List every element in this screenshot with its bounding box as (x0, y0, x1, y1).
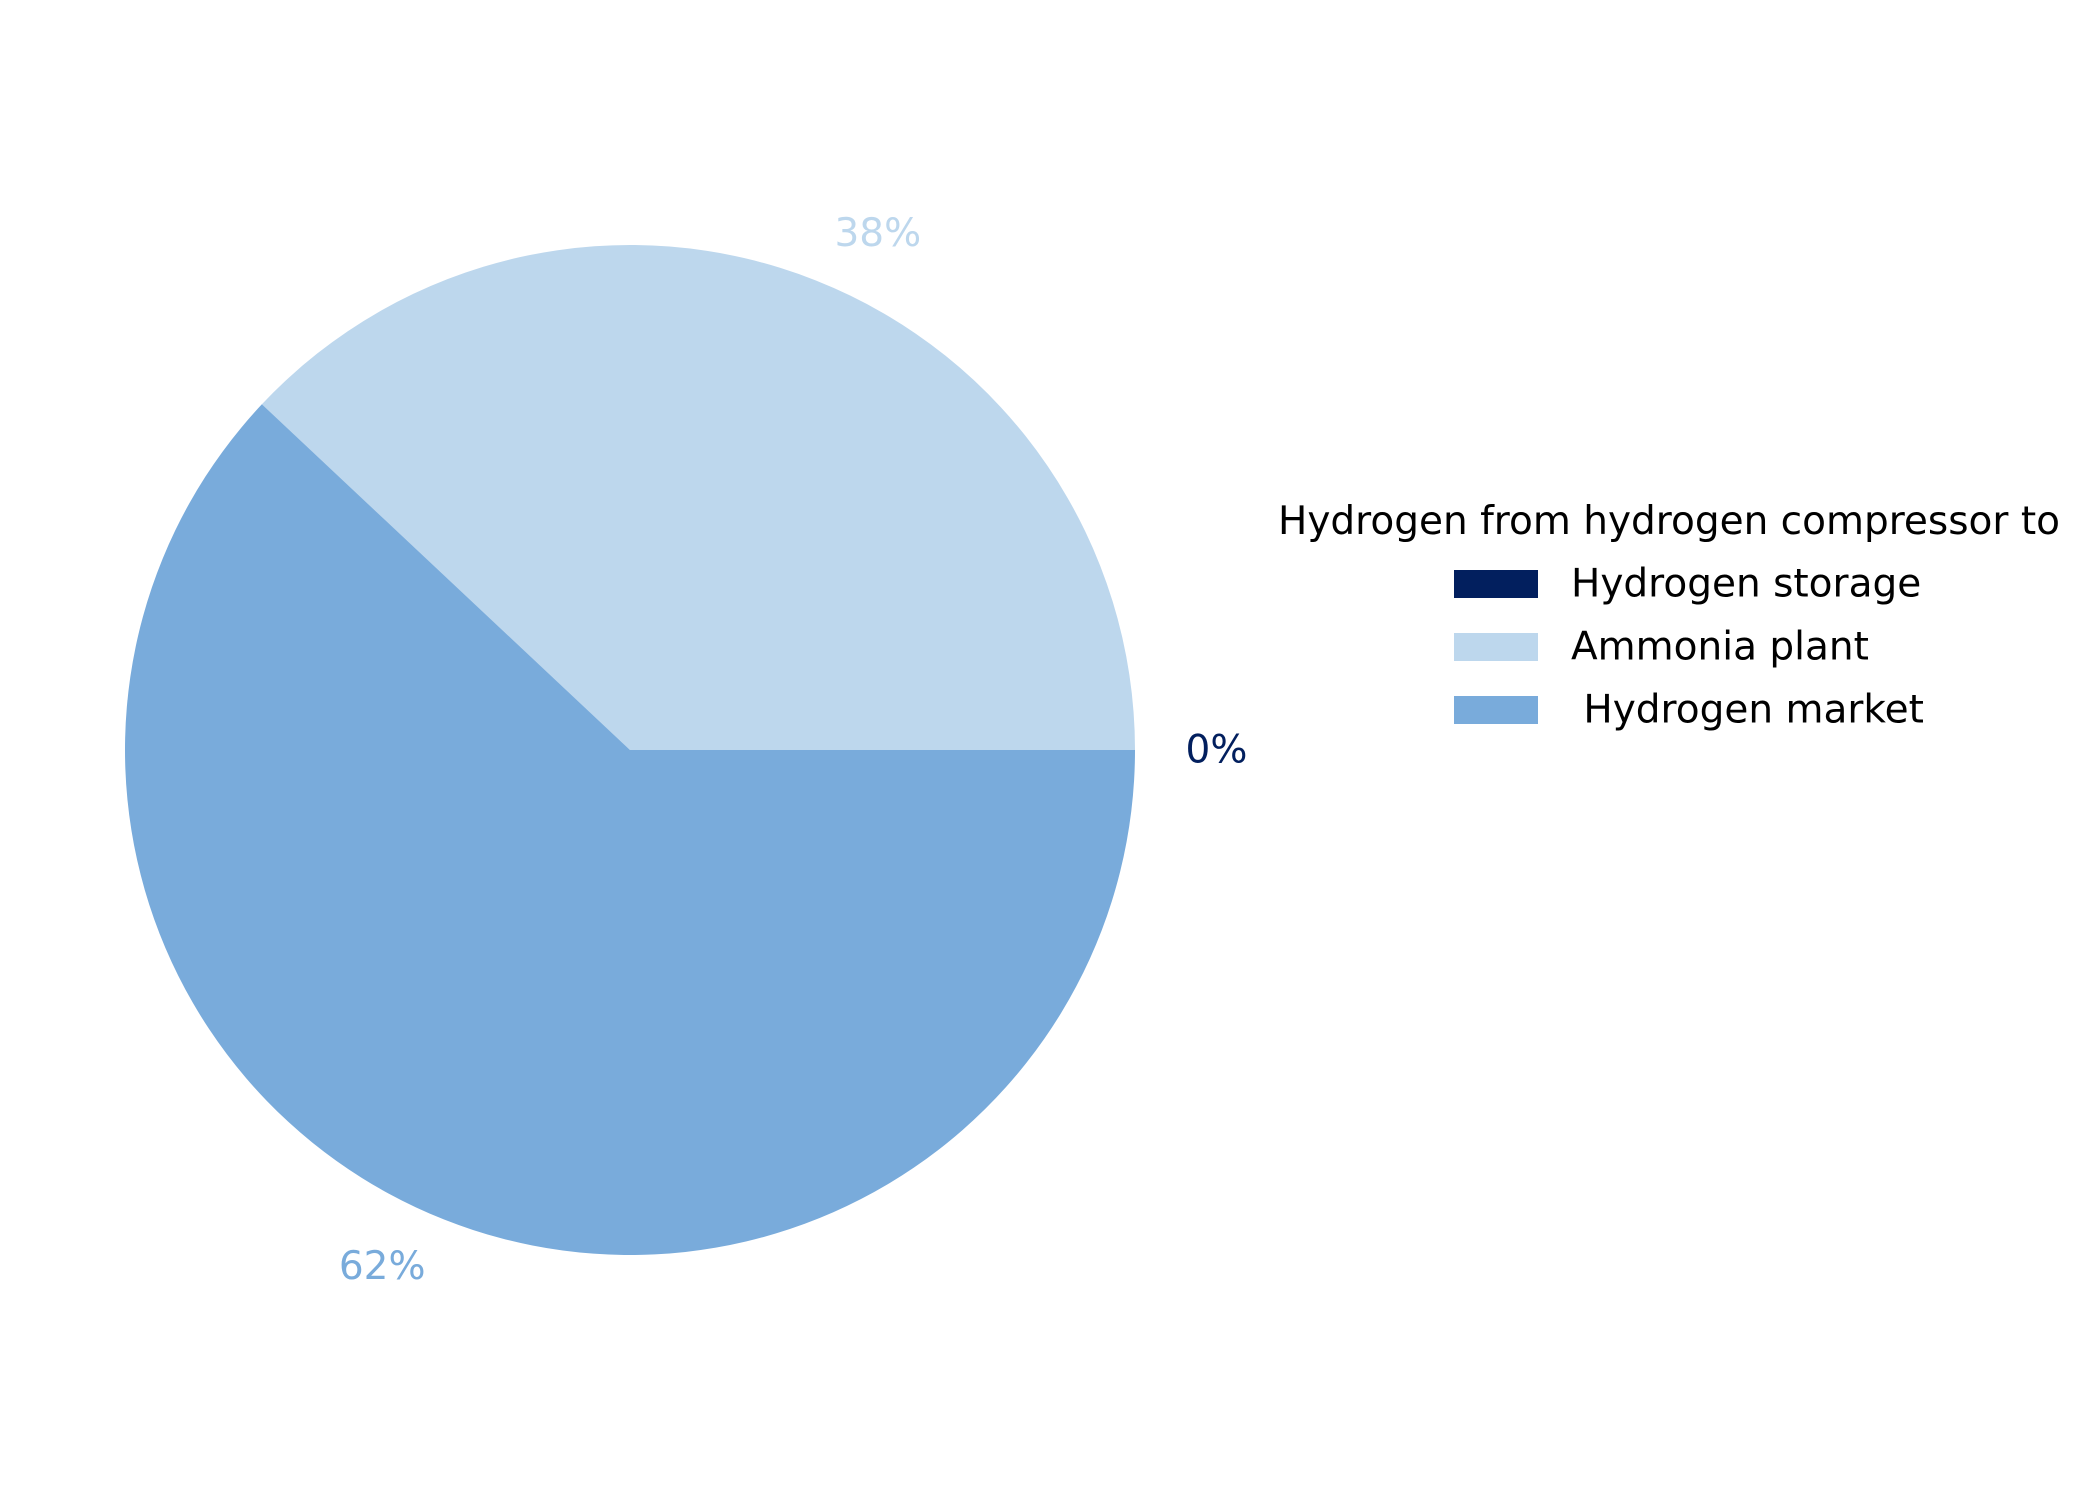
pie-percent-labels: 0% 38% 62% (339, 211, 1248, 1289)
legend-title: Hydrogen from hydrogen compressor to (1278, 499, 2060, 544)
percent-label-hydrogen-market: 62% (339, 1244, 426, 1289)
legend-label-hydrogen-market: Hydrogen market (1571, 688, 1924, 733)
legend-label-ammonia-plant: Ammonia plant (1571, 625, 1869, 670)
pie-slice-ammonia-plant (261, 245, 1135, 750)
legend: Hydrogen from hydrogen compressor to Hyd… (1278, 499, 2060, 733)
pie-slice-hydrogen-market (124, 404, 1135, 1256)
legend-swatch-hydrogen-market (1454, 696, 1538, 724)
legend-items: Hydrogen storage Ammonia plant Hydrogen m… (1454, 562, 1924, 733)
legend-swatch-hydrogen-storage (1454, 570, 1538, 598)
percent-label-ammonia-plant: 38% (834, 211, 921, 256)
legend-swatch-ammonia-plant (1454, 633, 1538, 661)
pie-slices (124, 245, 1135, 1256)
legend-label-hydrogen-storage: Hydrogen storage (1571, 562, 1921, 607)
percent-label-hydrogen-storage: 0% (1186, 728, 1248, 773)
